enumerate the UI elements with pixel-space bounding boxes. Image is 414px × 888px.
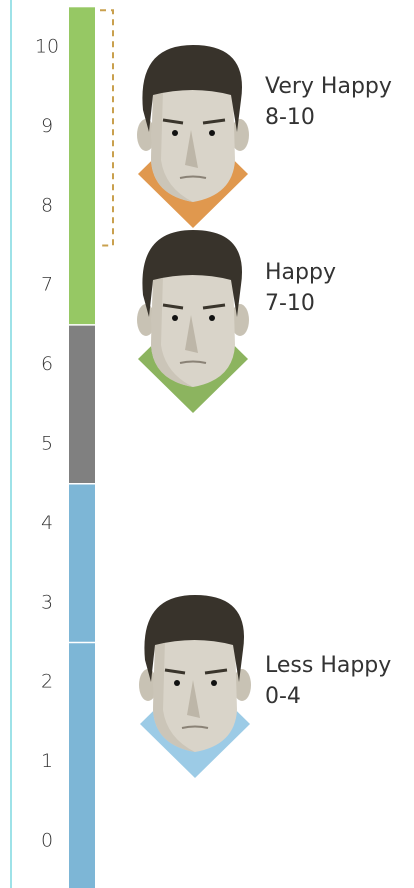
- ear: [231, 304, 249, 336]
- brow: [204, 668, 228, 675]
- brow: [202, 303, 226, 310]
- group-label: Less Happy: [265, 653, 391, 678]
- tick-label: 9: [41, 115, 53, 137]
- ear: [233, 669, 251, 701]
- tick-label: 8: [41, 194, 53, 216]
- tick-label: 5: [41, 433, 53, 455]
- head-shade: [153, 640, 195, 752]
- mouth: [179, 360, 207, 364]
- eye: [209, 130, 215, 136]
- ear: [231, 119, 249, 151]
- mouth: [181, 725, 209, 729]
- group-label: Happy: [265, 260, 336, 285]
- tick-label: 7: [41, 274, 53, 296]
- eye: [172, 315, 178, 321]
- tick-label: 6: [41, 353, 53, 375]
- brow: [162, 303, 184, 310]
- head-shade: [151, 275, 193, 387]
- group-label: Very Happy: [265, 74, 392, 99]
- ear: [137, 304, 155, 336]
- group-range: 0-4: [265, 684, 301, 709]
- tick-label: 3: [41, 591, 53, 613]
- brow: [162, 118, 184, 125]
- face: [139, 595, 251, 778]
- brow: [164, 668, 186, 675]
- tick-label: 4: [41, 512, 53, 534]
- head-shade: [151, 90, 193, 202]
- scale-segment: [69, 483, 95, 643]
- tick-label: 0: [41, 830, 53, 852]
- scale-segment: [69, 7, 95, 325]
- group-range: 7-10: [265, 291, 315, 316]
- bracket: [100, 9, 114, 247]
- tick-label: 1: [41, 750, 53, 772]
- eye: [172, 130, 178, 136]
- tick-label: 2: [41, 671, 53, 693]
- eye: [174, 680, 180, 686]
- ear: [137, 119, 155, 151]
- tick-label: 10: [35, 36, 59, 58]
- ear: [139, 669, 157, 701]
- nose: [187, 680, 200, 718]
- nose: [185, 130, 198, 168]
- scale-segment: [69, 324, 95, 484]
- brow: [202, 118, 226, 125]
- face: [137, 230, 249, 413]
- eye: [211, 680, 217, 686]
- scale-segment: [69, 642, 95, 888]
- face: [137, 45, 249, 228]
- hair: [142, 45, 242, 132]
- hair: [142, 230, 242, 317]
- nose: [185, 315, 198, 353]
- group-range: 8-10: [265, 105, 315, 130]
- hair: [144, 595, 244, 682]
- mouth: [179, 175, 207, 179]
- eye: [209, 315, 215, 321]
